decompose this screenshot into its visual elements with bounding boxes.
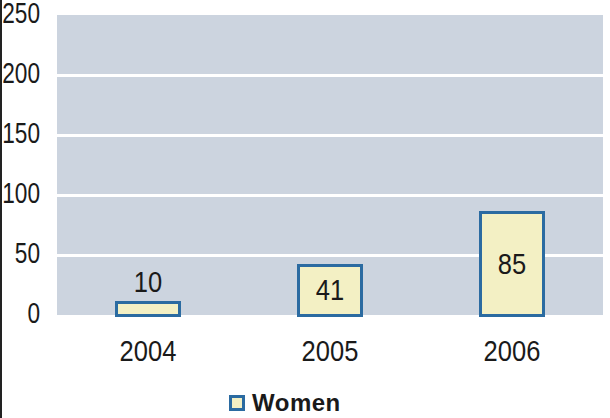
x-axis-label-2005: 2005 — [286, 336, 374, 366]
x-axis-label-2004: 2004 — [104, 336, 192, 366]
x-axis-label-2006: 2006 — [468, 336, 556, 366]
y-tick-label-0: 0 — [1, 298, 40, 328]
legend-swatch-women — [229, 395, 245, 411]
y-tick-label-50: 50 — [1, 238, 40, 268]
bar-value-label-2004: 10 — [113, 267, 183, 297]
y-tick-label-100: 100 — [1, 178, 40, 208]
bar-2004 — [115, 301, 181, 317]
gridline-100 — [57, 194, 603, 197]
legend-label: Women — [252, 391, 341, 415]
y-tick-label-200: 200 — [1, 58, 40, 88]
legend: Women — [229, 391, 341, 415]
bar-value-label-2005: 41 — [295, 275, 365, 305]
gridline-150 — [57, 134, 603, 137]
y-tick-label-150: 150 — [1, 118, 40, 148]
y-tick-label-250: 250 — [1, 0, 40, 28]
gridline-200 — [57, 74, 603, 77]
bar-value-label-2006: 85 — [477, 249, 547, 279]
bar-chart: Women 0 50 100 150 200 250 10 2004 41 2005 85 2006 — [0, 0, 610, 418]
